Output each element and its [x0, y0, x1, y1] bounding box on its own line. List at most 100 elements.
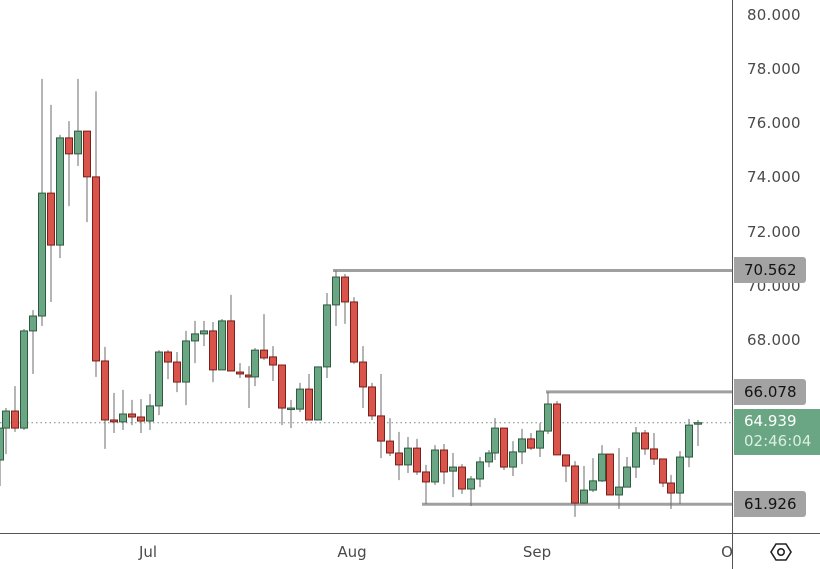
- candle-bearish: [386, 440, 394, 454]
- candle-bullish: [491, 427, 499, 454]
- candle-bullish: [0, 427, 4, 461]
- candle-bearish: [667, 482, 675, 494]
- candle-bullish: [449, 466, 457, 472]
- candle-bullish: [74, 130, 82, 155]
- candle-bearish: [92, 176, 100, 362]
- candle-bullish: [580, 489, 588, 504]
- candle-bearish: [606, 453, 614, 496]
- candle-bearish: [164, 351, 172, 363]
- candle-bullish: [323, 304, 331, 368]
- candle-bullish: [485, 452, 493, 463]
- candle-bearish: [527, 438, 535, 449]
- candle-bullish: [287, 407, 295, 411]
- candle-bullish: [632, 432, 640, 468]
- price-tick-78: 78.000: [747, 60, 801, 79]
- candle-bullish: [200, 330, 208, 335]
- candle-bullish: [476, 461, 484, 480]
- candle-bullish: [623, 466, 631, 488]
- candle-bearish: [368, 386, 376, 417]
- candle-bullish: [191, 333, 199, 342]
- candle-bearish: [137, 416, 145, 422]
- candle-bearish: [553, 403, 561, 456]
- candle-bullish: [20, 330, 28, 429]
- candle-bearish: [173, 361, 181, 383]
- candle-bullish: [332, 276, 340, 306]
- candle-bullish: [676, 456, 684, 494]
- candle-bullish: [314, 366, 322, 421]
- candle-bearish: [650, 448, 658, 460]
- candle-bullish: [431, 449, 439, 483]
- candle-bearish: [641, 432, 649, 450]
- candle-bearish: [236, 371, 244, 375]
- time-label-sep: Sep: [522, 543, 552, 561]
- candle-bearish: [128, 413, 136, 418]
- chart-plot-area[interactable]: [0, 0, 732, 533]
- candle-bullish: [598, 453, 606, 482]
- level-price-tag-support: 61.926: [734, 491, 806, 518]
- candlestick-chart[interactable]: [0, 0, 732, 533]
- candle-bullish: [296, 388, 304, 410]
- candle-bullish: [404, 447, 412, 466]
- candle-bullish: [589, 480, 597, 491]
- candle-bearish: [65, 137, 73, 155]
- candle-bearish: [260, 349, 268, 359]
- candle-bearish: [571, 465, 579, 504]
- candle-bearish: [269, 356, 277, 366]
- candle-bearish: [101, 360, 109, 421]
- candle-bullish: [155, 351, 163, 407]
- time-label-jul: Jul: [138, 543, 158, 561]
- time-label-aug: Aug: [337, 543, 367, 561]
- settings-hexagon-icon[interactable]: [770, 541, 792, 563]
- candle-bullish: [251, 349, 259, 378]
- candle-bearish: [500, 427, 508, 468]
- candle-bearish: [350, 301, 358, 363]
- candle-bearish: [395, 452, 403, 466]
- level-price-tag-mid: 66.078: [734, 378, 806, 405]
- candle-bearish: [83, 130, 91, 178]
- time-label-oct: O: [721, 543, 733, 561]
- candle-bullish: [694, 422, 702, 425]
- candle-bearish: [458, 466, 466, 490]
- level-price-tag-resistance: 70.562: [734, 257, 806, 284]
- candle-bearish: [659, 458, 667, 484]
- candle-bullish: [544, 403, 552, 432]
- candle-bearish: [359, 361, 367, 388]
- candle-bullish: [615, 486, 623, 496]
- time-axis[interactable]: Jul Aug Sep O: [0, 533, 733, 569]
- candle-bearish: [209, 330, 217, 371]
- candle-bullish: [182, 340, 190, 383]
- candle-bullish: [119, 413, 127, 423]
- candle-bearish: [562, 454, 570, 467]
- bar-countdown: 02:46:04: [744, 431, 812, 450]
- candle-bullish: [29, 315, 37, 332]
- candle-bullish: [536, 430, 544, 449]
- candle-bearish: [47, 192, 55, 246]
- candle-bearish: [413, 447, 421, 473]
- candle-bearish: [11, 410, 19, 429]
- candle-bearish: [440, 449, 448, 473]
- candle-bearish: [422, 471, 430, 483]
- axis-corner: [732, 533, 820, 569]
- current-price-value: 64.939: [744, 411, 797, 430]
- candle-bullish: [218, 320, 226, 371]
- price-tick-68: 68.000: [747, 330, 801, 349]
- candle-bullish: [146, 405, 154, 422]
- candle-bullish: [685, 424, 693, 458]
- candle-bullish: [509, 451, 517, 468]
- candle-bullish: [56, 137, 64, 246]
- candle-bearish: [110, 419, 118, 423]
- price-tick-76: 76.000: [747, 114, 801, 133]
- candle-bearish: [341, 276, 349, 303]
- candle-bearish: [377, 415, 385, 442]
- candle-bearish: [227, 320, 235, 372]
- candle-bullish: [467, 478, 475, 490]
- candle-bullish: [2, 410, 10, 429]
- candle-bullish: [38, 192, 46, 317]
- price-axis[interactable]: 80.000 78.000 76.000 74.000 72.000 70.00…: [732, 0, 820, 533]
- price-tick-74: 74.000: [747, 168, 801, 187]
- candle-bearish: [305, 388, 313, 421]
- candle-bearish: [278, 364, 286, 409]
- current-price-tag: 64.939 02:46:04: [734, 408, 820, 455]
- price-tick-72: 72.000: [747, 222, 801, 241]
- price-tick-80: 80.000: [747, 6, 801, 24]
